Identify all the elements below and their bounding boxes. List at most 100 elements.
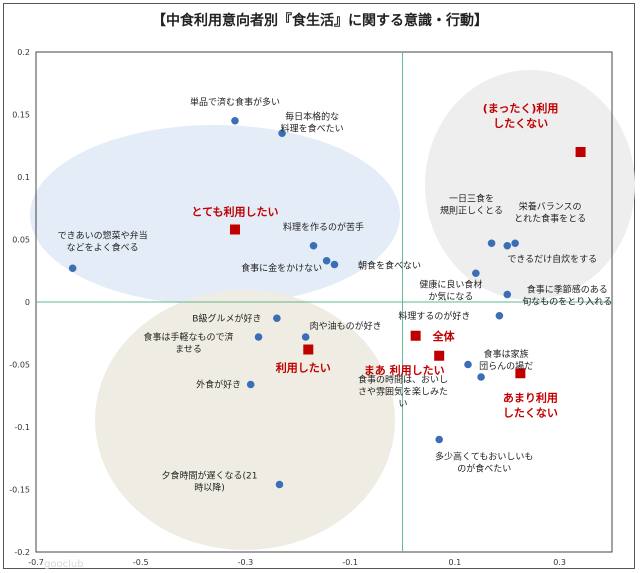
attribute-label-line: 食事は手軽なもので済 [144,331,234,343]
attribute-point[interactable] [477,373,485,381]
attribute-label-line: 食事に金をかけない [241,262,322,274]
group-label: 利用したい [276,361,331,375]
group-label-line: とても利用したい [191,205,278,219]
attribute-label-line: 規則正しくとる [440,205,503,216]
attribute-point[interactable] [330,260,339,269]
attribute-point[interactable] [511,239,519,248]
x-tick-label: -0.1 [342,558,358,567]
group-label: (まったく)利用したくない [483,101,559,130]
y-tick-label: 0 [25,298,30,307]
attribute-label-line: ませる [175,344,202,355]
attribute-label-line: 食事の時間は、おいし [358,374,448,386]
watermark: gooclub [44,559,84,570]
attribute-label: 毎日本格的な料理を食べたい [281,110,344,134]
group-label: とても利用したい [191,205,278,219]
x-tick-label: -0.5 [133,558,149,567]
attribute-label-line: 健康に良い食材 [419,278,482,290]
y-tick-label: -0.1 [14,423,30,432]
attribute-label-line: とれた食事をとる [514,212,586,224]
group-point[interactable] [515,368,526,379]
attribute-label: 単品で済む食事が多い [190,96,280,108]
group-label-line: 利用したい [276,361,331,375]
attribute-label-line: さや雰囲気を楽しみた [358,386,448,398]
group-point[interactable] [434,350,445,361]
group-point[interactable] [410,330,421,341]
attribute-label-line: 団らんの場だ [479,360,533,372]
attribute-label-line: 料理するのが好き [398,310,470,322]
attribute-point[interactable] [278,129,286,138]
attribute-point[interactable] [231,116,239,125]
y-tick-label: -0.2 [14,548,30,557]
attribute-point[interactable] [275,480,284,489]
attribute-label: 健康に良い食材か気になる [419,278,482,302]
group-label: まあ 利用したい [364,363,445,377]
x-tick-label: 0.3 [553,558,566,567]
attribute-label: 食事は手軽なもので済ませる [144,331,234,355]
attribute-point[interactable] [68,264,77,273]
attribute-label-line: 栄養バランスの [519,200,582,212]
attribute-label: 栄養バランスのとれた食事をとる [514,200,586,224]
y-tick-label: 0.15 [12,111,30,120]
attribute-label: 夕食時間が遅くなる(21 時以降) [162,470,258,494]
attribute-label-line: 料理を食べたい [281,122,344,134]
attribute-label: 食事の時間は、おいしさや雰囲気を楽しみたい [358,374,448,410]
attribute-label: 食事に季節感のある旬なものをとり入れる [522,284,612,308]
attribute-label-line: 多少高くてもおいしいも [435,451,533,463]
attribute-point[interactable] [487,239,496,248]
attribute-label: できるだけ自炊をする [507,253,597,265]
attribute-label-line: 朝食を食べない [358,260,421,272]
attribute-point[interactable] [254,333,263,341]
attribute-label-line: できあいの惣菜や弁当 [58,229,148,241]
group-label: あまり利用したくない [503,390,558,419]
group-label-line: まあ 利用したい [364,363,445,377]
attribute-point[interactable] [309,241,318,250]
attribute-point[interactable] [273,314,281,323]
attribute-label: 一日三食を規則正しくとる [440,192,503,216]
attribute-point[interactable] [495,311,504,320]
attribute-label-line: B級グルメが好き [192,312,261,324]
attribute-label-line: 肉や油ものが好き [310,320,382,332]
group-label-line: したくない [493,117,548,130]
attribute-label: B級グルメが好き [192,312,261,324]
attribute-point[interactable] [322,256,331,265]
y-tick-label: 0.1 [17,173,30,182]
y-tick-label: 0.2 [17,48,30,57]
attribute-point[interactable] [246,380,255,389]
group-point[interactable] [303,344,314,355]
x-tick-label: -0.7 [28,558,44,567]
attribute-label: 多少高くてもおいしいものが食べたい [435,451,533,475]
attribute-label: 肉や油ものが好き [310,320,382,332]
attribute-point[interactable] [435,435,444,444]
y-tick-label: -0.05 [9,361,30,370]
attribute-label-line: 料理を作るのが苦手 [283,221,364,233]
attribute-label-line: い [398,400,407,410]
attribute-label-line: 外食が好き [196,379,241,391]
attribute-label-line: 時以降) [194,482,225,494]
group-label-line: (まったく)利用 [483,101,559,115]
attribute-point[interactable] [503,290,512,299]
attribute-label-line: 単品で済む食事が多い [190,96,280,108]
y-tick-label: -0.15 [9,486,30,495]
attribute-label: 料理を作るのが苦手 [283,221,364,233]
attribute-label-line: 一日三食を [449,192,494,204]
group-point[interactable] [229,224,240,235]
attribute-label: 食事に金をかけない [241,262,322,274]
group-label-line: したくない [503,406,558,419]
attribute-label-line: できるだけ自炊をする [507,253,597,265]
group-label-line: 全体 [432,329,456,343]
attribute-point[interactable] [503,241,512,250]
attribute-label-line: などをよく食べる [67,241,139,253]
attribute-point[interactable] [301,333,310,341]
attribute-label: できあいの惣菜や弁当などをよく食べる [58,229,148,253]
attribute-label-line: 食事は家族 [484,348,529,360]
group-label: 全体 [432,329,456,343]
attribute-label: 食事は家族団らんの場だ [479,348,533,372]
attribute-label-line: のが食べたい [457,463,511,475]
group-point[interactable] [575,147,586,157]
cluster-ellipse-moderate-intent [95,290,395,550]
attribute-point[interactable] [464,360,472,369]
attribute-point[interactable] [472,269,480,278]
group-label-line: あまり利用 [503,390,558,404]
cluster-ellipse-non-users [425,70,635,300]
